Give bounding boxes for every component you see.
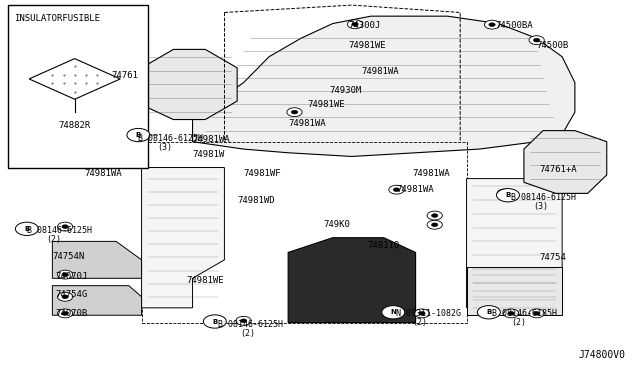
Circle shape (431, 223, 438, 227)
Text: 74981WA: 74981WA (396, 185, 434, 194)
Text: (2): (2) (241, 329, 255, 338)
Circle shape (508, 311, 515, 315)
Text: 74070B: 74070B (56, 309, 88, 318)
Text: 74981WE: 74981WE (349, 41, 387, 50)
Circle shape (484, 20, 500, 29)
Circle shape (241, 319, 246, 323)
Circle shape (15, 222, 38, 235)
Circle shape (287, 108, 302, 116)
Polygon shape (52, 241, 141, 278)
Text: 74981WE: 74981WE (307, 100, 345, 109)
Text: 74981W: 74981W (193, 150, 225, 159)
Circle shape (427, 211, 442, 220)
Text: 74930M: 74930M (330, 86, 362, 94)
Circle shape (504, 309, 519, 318)
Text: (2): (2) (412, 318, 428, 327)
Circle shape (419, 311, 425, 315)
Text: B 08146-6125H: B 08146-6125H (138, 134, 204, 142)
Polygon shape (193, 16, 575, 157)
Bar (8, 5, 148, 167)
Circle shape (58, 292, 73, 301)
Text: (3): (3) (157, 143, 173, 152)
Text: 749K0: 749K0 (323, 220, 350, 229)
Text: B 08146-6125H: B 08146-6125H (218, 320, 283, 329)
Circle shape (236, 316, 251, 325)
Text: (3): (3) (534, 202, 548, 211)
Text: 74981WE: 74981WE (186, 276, 224, 285)
Text: 74500BA: 74500BA (495, 21, 533, 30)
Text: J74800V0: J74800V0 (579, 350, 626, 359)
Circle shape (62, 225, 68, 228)
Text: 74882R: 74882R (58, 121, 91, 131)
Text: B 08146-6185H: B 08146-6185H (492, 309, 557, 318)
Circle shape (502, 192, 508, 195)
Polygon shape (29, 59, 120, 99)
Circle shape (497, 189, 513, 198)
Text: 74754: 74754 (540, 253, 566, 263)
Polygon shape (141, 49, 237, 119)
Circle shape (348, 20, 363, 29)
Text: B: B (506, 192, 511, 198)
Text: 74981WD: 74981WD (237, 196, 275, 205)
Polygon shape (141, 167, 225, 308)
Text: B 08146-6125H: B 08146-6125H (511, 193, 576, 202)
Polygon shape (524, 131, 607, 193)
Text: INSULATORFUSIBLE: INSULATORFUSIBLE (14, 14, 100, 23)
Text: 74981WA: 74981WA (288, 119, 326, 128)
Circle shape (414, 309, 429, 318)
Circle shape (204, 315, 227, 328)
Polygon shape (288, 238, 415, 323)
Circle shape (58, 270, 73, 279)
Circle shape (477, 306, 500, 319)
Polygon shape (467, 267, 562, 315)
Circle shape (291, 110, 298, 114)
Text: 74981WA: 74981WA (193, 135, 230, 144)
Text: 74300J: 74300J (349, 21, 381, 30)
Text: 74981WF: 74981WF (244, 169, 281, 177)
Circle shape (382, 306, 404, 319)
Polygon shape (52, 286, 141, 315)
Text: B: B (24, 226, 29, 232)
Circle shape (62, 295, 68, 299)
Text: B: B (136, 132, 141, 138)
Circle shape (534, 311, 540, 315)
Text: 74754N: 74754N (52, 251, 84, 261)
Circle shape (389, 185, 404, 194)
Circle shape (529, 36, 544, 45)
Circle shape (427, 220, 442, 229)
Circle shape (127, 128, 150, 142)
Text: 74070J: 74070J (56, 272, 88, 281)
Text: 74761: 74761 (111, 71, 138, 80)
Circle shape (352, 22, 358, 26)
Text: 74761+A: 74761+A (540, 165, 577, 174)
Circle shape (58, 222, 73, 231)
Circle shape (534, 38, 540, 42)
Circle shape (62, 273, 68, 276)
Text: (2): (2) (511, 318, 526, 327)
Circle shape (489, 23, 495, 26)
Text: B: B (486, 309, 492, 315)
Text: 74754G: 74754G (56, 291, 88, 299)
Circle shape (394, 188, 399, 192)
Text: B 08146-6125H: B 08146-6125H (27, 226, 92, 235)
Text: 74981WA: 74981WA (362, 67, 399, 76)
Text: N: N (390, 309, 396, 315)
Circle shape (431, 214, 438, 217)
Text: N 09311-1082G: N 09311-1082G (396, 309, 461, 318)
Text: 74500B: 74500B (537, 41, 569, 50)
Circle shape (529, 309, 544, 318)
Text: B: B (212, 318, 218, 324)
Circle shape (58, 309, 73, 318)
Text: 74811Q: 74811Q (368, 241, 400, 250)
Text: 74981WA: 74981WA (85, 169, 122, 177)
Text: (2): (2) (46, 235, 61, 244)
Polygon shape (467, 179, 562, 308)
Text: 74981WA: 74981WA (412, 169, 450, 177)
Circle shape (497, 189, 520, 202)
Circle shape (62, 311, 68, 315)
